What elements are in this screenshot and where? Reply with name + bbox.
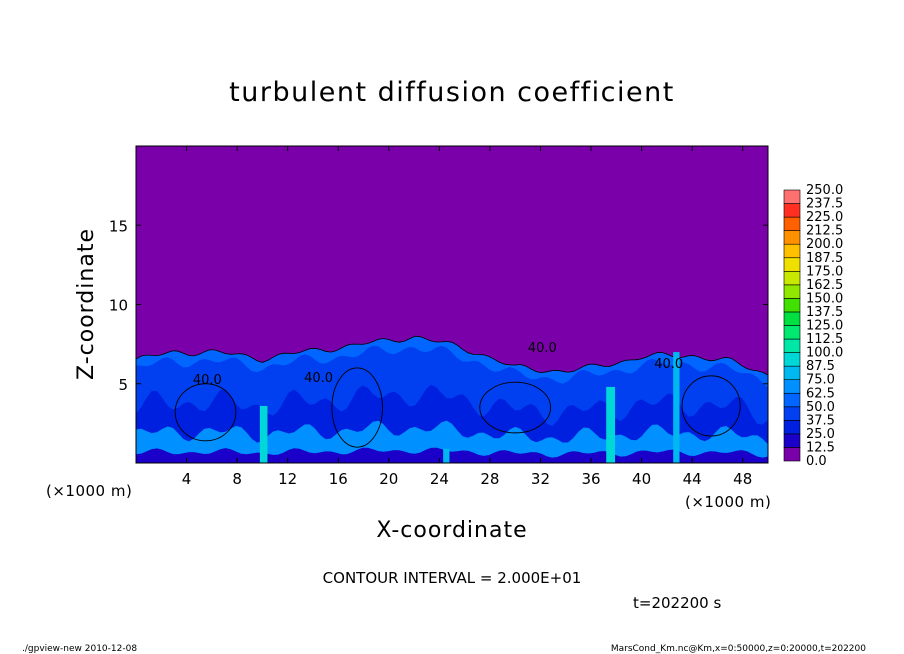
x-tick-label: 16 (329, 470, 348, 488)
colorbar-swatch (783, 365, 801, 380)
colorbar-swatch (783, 243, 801, 259)
colorbar-label: 212.5 (806, 224, 843, 239)
colorbar-label: 25.0 (806, 427, 835, 442)
time-text: t=202200 s (633, 594, 721, 612)
contour-line (681, 375, 741, 437)
x-tick-label: 40 (632, 470, 651, 488)
colorbar-label: 87.5 (806, 359, 835, 374)
colorbar-swatch (783, 447, 801, 462)
x-tick-label: 24 (430, 470, 449, 488)
y-tick-label: 10 (109, 297, 128, 315)
colorbar-label: 125.0 (806, 319, 843, 334)
x-axis: 4 8 12 16 20 24 28 32 36 40 44 48 (182, 146, 752, 488)
x-tick-label: 32 (531, 470, 550, 488)
x-tick-label: 4 (182, 470, 192, 488)
colorbar-label: 50.0 (806, 400, 835, 415)
colorbar-label: 112.5 (806, 332, 843, 347)
x-axis-label: X-coordinate (376, 518, 527, 543)
colorbar-swatch (783, 284, 801, 299)
colorbar-label: 12.5 (806, 440, 835, 455)
colorbar-label: 62.5 (806, 386, 835, 401)
colorbar-label: 100.0 (806, 346, 843, 361)
colorbar-swatch (783, 203, 801, 218)
colorbar-swatch (783, 311, 801, 326)
colorbar-swatch (783, 216, 801, 231)
colorbar-swatch (783, 433, 801, 448)
x-tick-label: 36 (581, 470, 600, 488)
colorbar-swatch (783, 352, 801, 367)
y-tick-label: 15 (109, 217, 128, 235)
colorbar-label: 162.5 (806, 278, 843, 293)
x-tick-label: 28 (480, 470, 499, 488)
footer-right: MarsCond_Km.nc@Km,x=0:50000,z=0:20000,t=… (611, 644, 866, 654)
colorbar-swatch (783, 406, 801, 421)
colorbar-swatch (783, 298, 801, 313)
colorbar-label: 225.0 (806, 210, 843, 225)
colorbar-label: 187.5 (806, 251, 843, 266)
contour-line (174, 383, 237, 442)
x-unit-label: (×1000 m) (685, 493, 771, 511)
colorbar-swatch (783, 189, 801, 204)
colorbar-swatch (783, 325, 801, 340)
y-tick-label: 5 (118, 376, 128, 394)
contour-label: 40.0 (193, 373, 222, 388)
x-tick-label: 48 (733, 470, 752, 488)
colorbar-swatch (783, 392, 801, 408)
colorbar-swatch (783, 420, 801, 435)
x-tick-label: 12 (278, 470, 297, 488)
updraft-column (606, 386, 616, 463)
y-unit-label: (×1000 m) (46, 482, 132, 500)
colorbar-swatch (783, 270, 801, 286)
x-tick-label: 8 (232, 470, 242, 488)
y-axis: 5 10 15 (109, 217, 768, 394)
contour-line (479, 381, 552, 434)
colorbar-label: 75.0 (806, 373, 835, 388)
colorbar-swatch (783, 338, 801, 353)
field-layer: 40.0 40.0 40.0 40.0 (136, 335, 768, 463)
colorbar-label: 137.5 (806, 305, 843, 320)
colorbar-label: 150.0 (806, 291, 843, 306)
colorbar-label: 200.0 (806, 237, 843, 252)
colorbar-label: 250.0 (806, 183, 843, 198)
footer-left: ./gpview-new 2010-12-08 (22, 644, 137, 654)
colorbar-swatch (783, 230, 801, 245)
colorbar-swatch (783, 257, 801, 272)
colorbar-label: 37.5 (806, 413, 835, 428)
colorbar-label: 0.0 (806, 454, 827, 469)
updraft-column (259, 405, 268, 463)
x-tick-label: 44 (683, 470, 702, 488)
colorbar-swatch (783, 379, 801, 394)
contour-label: 40.0 (528, 341, 557, 356)
colorbar: 0.012.525.037.550.062.575.087.5100.0112.… (783, 183, 843, 469)
colorbar-label: 175.0 (806, 264, 843, 279)
updraft-column (673, 352, 680, 463)
updraft-column (443, 448, 450, 463)
contour-label: 40.0 (654, 357, 683, 372)
chart-title: turbulent diffusion coefficient (229, 77, 675, 108)
contour-interval-text: CONTOUR INTERVAL = 2.000E+01 (323, 569, 582, 587)
x-tick-label: 20 (379, 470, 398, 488)
colorbar-label: 237.5 (806, 197, 843, 212)
contour-line (331, 367, 383, 448)
contour-label: 40.0 (304, 371, 333, 386)
y-axis-label: Z-coordinate (74, 228, 99, 380)
